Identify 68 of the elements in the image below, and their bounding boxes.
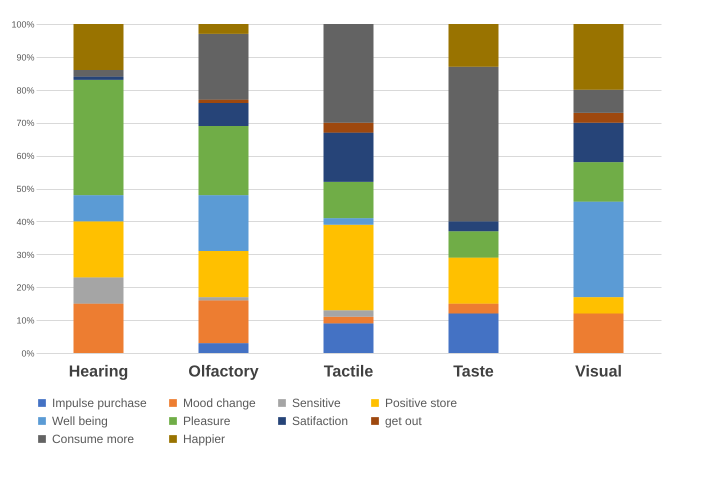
bar (198, 100, 248, 103)
bar (574, 202, 624, 298)
bar (324, 316, 374, 324)
y-tick-label: 70% (16, 118, 34, 128)
x-tick-label: Taste (453, 364, 494, 380)
bar (74, 304, 124, 353)
bar (574, 112, 624, 123)
y-tick-label: 90% (16, 52, 34, 62)
bar (448, 314, 498, 353)
bar (198, 300, 248, 344)
bar (324, 224, 374, 310)
bar (448, 66, 498, 222)
legend-label: get out (385, 414, 422, 428)
y-tick-label: 100% (11, 20, 34, 30)
bar (574, 297, 624, 314)
bar (74, 24, 124, 70)
legend-label: Pleasure (183, 414, 231, 428)
legend-label: Positive store (385, 396, 458, 410)
y-tick-label: 80% (16, 85, 34, 96)
x-tick-label: Olfactory (188, 364, 259, 380)
bar (324, 182, 374, 218)
bar (198, 195, 248, 252)
bar (448, 24, 498, 67)
bar (574, 314, 624, 353)
bar (574, 122, 624, 162)
bar (74, 80, 124, 196)
bar (74, 76, 124, 80)
x-tick-label: Hearing (68, 364, 128, 380)
y-tick-label: 50% (16, 184, 34, 194)
bar (74, 195, 124, 222)
bar (324, 122, 374, 133)
y-tick-label: 60% (16, 151, 34, 162)
bar (198, 102, 248, 126)
x-tick-label: Tactile (324, 364, 374, 380)
legend-label: Sensitive (292, 396, 342, 410)
y-tick-label: 20% (16, 282, 34, 293)
bar (324, 218, 374, 225)
bar (198, 34, 248, 100)
bar (448, 258, 498, 304)
legend-label: Impulse purchase (52, 396, 148, 410)
bar (198, 251, 248, 298)
legend-label: Happier (183, 432, 226, 446)
bar (74, 277, 124, 304)
bar (448, 221, 498, 232)
bar (198, 126, 248, 196)
y-tick-label: 0% (21, 348, 34, 358)
bar (74, 70, 124, 77)
bar (198, 24, 248, 34)
legend-label: Well being (52, 414, 108, 428)
bar (74, 221, 124, 278)
bar (324, 323, 374, 353)
x-tick-label: Visual (575, 364, 622, 380)
bar (574, 90, 624, 113)
legend-label: Consume more (52, 432, 134, 446)
bar (448, 304, 498, 314)
y-tick-label: 30% (16, 250, 34, 260)
bar (198, 343, 248, 353)
bar (324, 132, 374, 182)
legend-label: Satifaction (292, 414, 348, 428)
bar (324, 24, 374, 123)
bar (574, 24, 624, 90)
y-tick-label: 40% (16, 216, 34, 227)
y-tick-label: 10% (16, 316, 34, 326)
bar (448, 231, 498, 258)
bar (198, 297, 248, 300)
bar (574, 162, 624, 202)
legend-label: Mood change (183, 396, 256, 410)
bar (324, 310, 374, 317)
